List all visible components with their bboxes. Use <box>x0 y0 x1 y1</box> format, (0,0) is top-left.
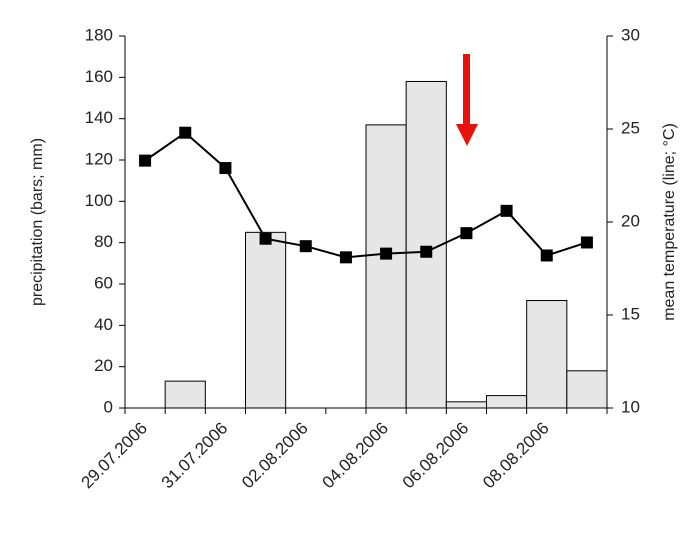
x-tick-label: 29.07.2006 <box>77 419 151 493</box>
marker <box>380 247 393 260</box>
marker <box>139 154 152 167</box>
y2-tick-label: 30 <box>621 25 640 44</box>
marker <box>299 240 312 253</box>
bar <box>486 395 528 409</box>
x-tick-label: 02.08.2006 <box>238 419 312 493</box>
y-tick-label: 180 <box>85 25 113 44</box>
marker <box>179 126 192 139</box>
y2-tick-label: 25 <box>621 118 640 137</box>
marker <box>580 236 593 249</box>
marker <box>339 251 352 264</box>
bar <box>566 370 608 409</box>
y-tick-label: 40 <box>94 315 113 334</box>
y-tick-label: 60 <box>94 273 113 292</box>
line <box>144 131 588 259</box>
y-tick-label: 80 <box>94 232 113 251</box>
y-tick-label: 120 <box>85 149 113 168</box>
bar <box>164 380 206 409</box>
y-axis-title: precipitation (bars; mm) <box>29 138 46 306</box>
marker <box>500 204 513 217</box>
marker <box>540 249 553 262</box>
y-tick-label: 100 <box>85 191 113 210</box>
bar <box>526 300 568 409</box>
y-tick-label: 0 <box>104 397 113 416</box>
y-tick-label: 160 <box>85 67 113 86</box>
y2-tick-label: 20 <box>621 211 640 230</box>
bar <box>445 401 488 409</box>
y-tick-label: 20 <box>94 356 113 375</box>
marker <box>460 227 473 240</box>
x-tick-label: 08.08.2006 <box>479 419 553 493</box>
marker <box>259 232 272 245</box>
y-tick-label: 140 <box>85 108 113 127</box>
y2-tick-label: 15 <box>621 304 640 323</box>
x-tick-label: 31.07.2006 <box>158 419 232 493</box>
marker <box>219 162 232 175</box>
bar <box>365 124 407 409</box>
y2-tick-label: 10 <box>621 397 640 416</box>
x-tick-label: 06.08.2006 <box>399 419 473 493</box>
bar <box>245 231 287 409</box>
marker <box>420 245 433 258</box>
annotation-arrow <box>456 54 478 146</box>
x-tick-label: 04.08.2006 <box>318 419 392 493</box>
y2-axis-title: mean temperature (line; °C) <box>661 123 678 321</box>
